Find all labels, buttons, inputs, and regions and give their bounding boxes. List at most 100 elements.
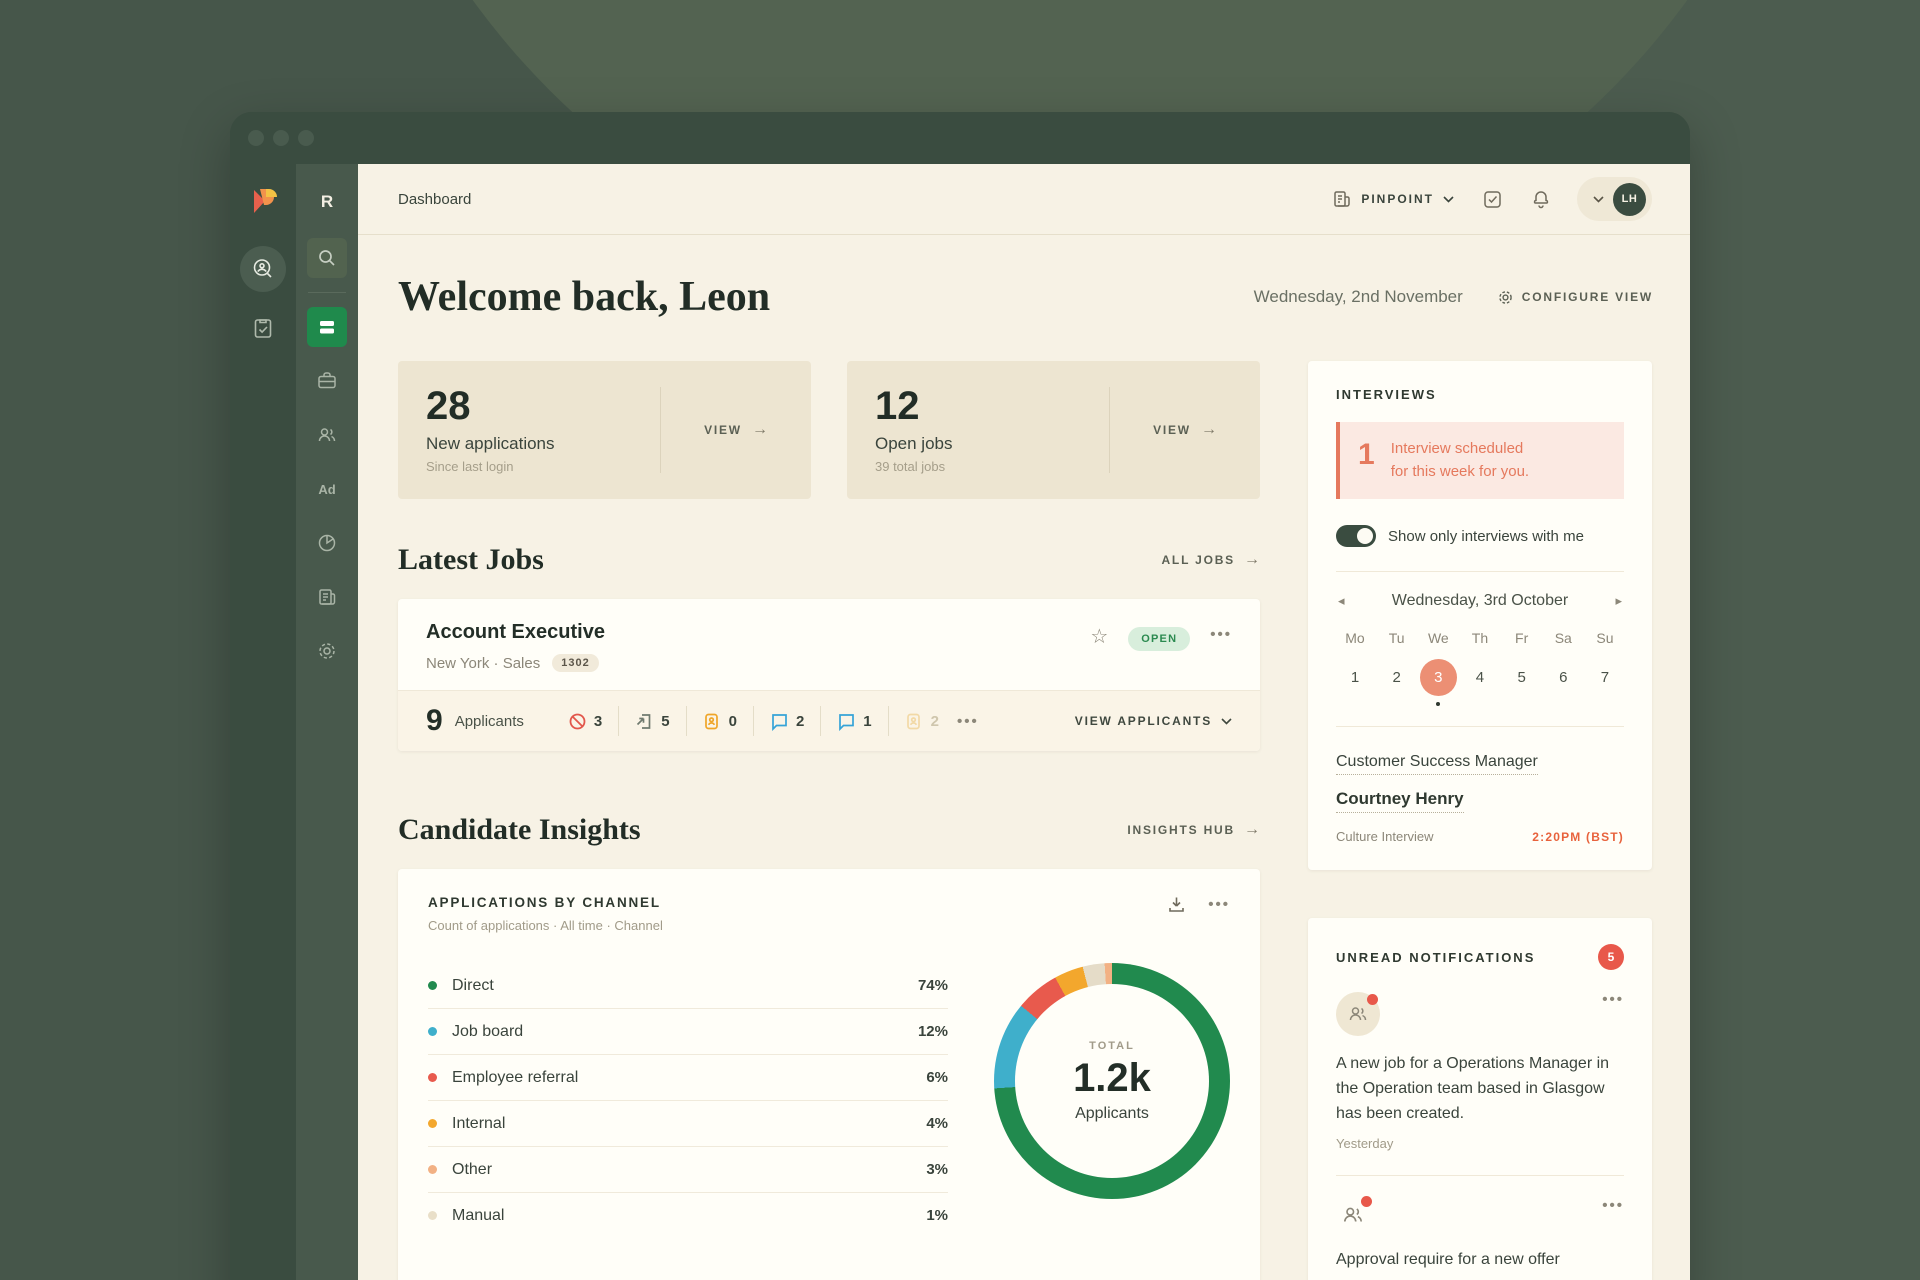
interviews-card: INTERVIEWS 1 Interview scheduled for thi… (1308, 361, 1652, 870)
notifications-count-badge: 5 (1598, 944, 1624, 970)
donut-center: TOTAL 1.2k Applicants (1015, 984, 1209, 1178)
calendar-day-4[interactable]: 4 (1475, 668, 1485, 686)
current-date: Wednesday, 2nd November (1253, 287, 1463, 306)
counters-more-button[interactable]: ••• (956, 712, 979, 730)
donut-chart: TOTAL 1.2k Applicants (994, 963, 1230, 1199)
sidebar-item-insights[interactable] (307, 523, 347, 563)
job-more-button[interactable]: ••• (1210, 626, 1232, 643)
legend-row: Other 3% (428, 1147, 948, 1193)
workspace-initial[interactable]: R (320, 192, 334, 211)
legend-value: 4% (926, 1115, 948, 1132)
notification-more-button[interactable]: ••• (1602, 991, 1624, 1008)
people-icon (1344, 1208, 1362, 1223)
legend-label: Job board (452, 1022, 524, 1040)
sidebar-item-jobs[interactable] (307, 361, 347, 401)
sidebar-item-candidates[interactable] (307, 415, 347, 455)
stat-card-open-jobs: 12 Open jobs 39 total jobs VIEW → (847, 361, 1260, 499)
notification-time: Yesterday (1336, 1136, 1394, 1152)
notification-avatar (1336, 992, 1380, 1036)
divider (820, 706, 822, 736)
sourced-icon (704, 713, 718, 729)
legend-row: Direct 74% (428, 963, 948, 1009)
user-menu[interactable]: LH (1577, 177, 1652, 221)
org-name: PINPOINT (1361, 192, 1434, 206)
calendar-day-7[interactable]: 7 (1600, 668, 1610, 686)
main-area: Dashboard PINPOINT (358, 164, 1690, 1280)
interview-alert: 1 Interview scheduled for this week for … (1336, 422, 1624, 499)
window-control-minimize[interactable] (273, 130, 289, 146)
notification-text[interactable]: Approval require for a new offer (1336, 1251, 1560, 1269)
all-jobs-button[interactable]: ALL JOBS → (1161, 551, 1260, 569)
org-switcher[interactable]: PINPOINT (1332, 189, 1454, 209)
interview-type: Culture Interview (1336, 829, 1434, 844)
people-icon (1349, 1007, 1367, 1021)
calendar-day-3-selected[interactable]: 3 (1419, 658, 1457, 706)
sidebar-item-reports[interactable] (307, 577, 347, 617)
candidate-search-icon[interactable] (240, 246, 286, 292)
job-card[interactable]: Account Executive New York · Sales 1302 … (398, 599, 1260, 751)
show-only-my-interviews-toggle[interactable] (1336, 525, 1376, 547)
applicants-count: 9 (426, 704, 443, 737)
divider (1109, 387, 1110, 473)
messages-counter[interactable]: 1 (837, 712, 872, 731)
counter-value: 3 (593, 712, 603, 730)
view-jobs-button[interactable]: VIEW → (1110, 421, 1260, 439)
legend-dot (428, 981, 437, 990)
notification-more-button[interactable]: ••• (1602, 1197, 1624, 1215)
comment-icon (772, 713, 787, 731)
blocked-counter[interactable]: 3 (568, 712, 602, 731)
calendar-prev-icon[interactable]: ◂ (1338, 593, 1345, 608)
window-titlebar (230, 112, 1690, 164)
calendar-next-icon[interactable]: ▸ (1615, 593, 1622, 608)
chevron-down-icon (1593, 195, 1604, 203)
stat-sublabel: 39 total jobs (875, 459, 946, 474)
notification-text[interactable]: A new job for a Operations Manager in th… (1336, 1055, 1610, 1122)
calendar-day-2[interactable]: 2 (1392, 668, 1401, 686)
sidebar-item-dashboard[interactable] (307, 307, 347, 347)
job-title[interactable]: Account Executive (426, 621, 605, 643)
calendar-day-1[interactable]: 1 (1350, 668, 1360, 686)
sidebar-item-ads[interactable]: Ad (307, 469, 347, 509)
chart-subtitle: Count of applications · All time · Chann… (428, 918, 663, 933)
clipboard-check-icon[interactable] (252, 316, 274, 340)
window-control-maximize[interactable] (298, 130, 314, 146)
archived-counter[interactable]: 2 (905, 712, 939, 731)
page-title: Welcome back, Leon (398, 274, 771, 320)
insights-hub-label: INSIGHTS HUB (1127, 823, 1235, 837)
arrow-right-icon: → (1244, 551, 1260, 568)
comments-counter[interactable]: 2 (770, 712, 804, 731)
legend-dot (428, 1073, 437, 1082)
divider (752, 706, 754, 736)
legend-label: Employee referral (452, 1068, 579, 1086)
download-icon[interactable] (1167, 895, 1186, 914)
tasks-icon[interactable] (1482, 189, 1503, 210)
sourced-counter[interactable]: 0 (703, 712, 737, 731)
notifications-bell-icon[interactable] (1531, 188, 1551, 210)
org-doc-icon (1334, 191, 1351, 207)
arrow-right-icon: → (1244, 821, 1260, 838)
configure-view-button[interactable]: CONFIGURE VIEW (1497, 289, 1653, 306)
pinpoint-logo-icon[interactable] (249, 186, 277, 216)
legend-label: Other (452, 1160, 493, 1178)
arrow-right-icon: → (751, 421, 768, 438)
search-icon[interactable] (307, 238, 347, 278)
favorite-star-icon[interactable]: ☆ (1090, 626, 1109, 648)
chevron-down-icon (1443, 195, 1454, 203)
moved-counter[interactable]: 5 (635, 712, 670, 731)
sidebar-item-settings[interactable] (307, 631, 347, 671)
notification-item[interactable]: ••• (1336, 992, 1624, 1036)
calendar-day-6[interactable]: 6 (1559, 668, 1568, 686)
view-label: VIEW (704, 423, 742, 437)
notification-item[interactable]: ••• (1336, 1196, 1624, 1232)
insights-hub-button[interactable]: INSIGHTS HUB → (1127, 821, 1260, 839)
view-applicants-button[interactable]: VIEW APPLICANTS (1075, 714, 1232, 728)
donut-total-unit: Applicants (1075, 1104, 1149, 1122)
candidate-insights-heading: Candidate Insights (398, 813, 641, 846)
interview-role-link[interactable]: Customer Success Manager (1336, 753, 1538, 775)
view-applications-button[interactable]: VIEW → (661, 421, 811, 439)
interview-candidate-link[interactable]: Courtney Henry (1336, 789, 1464, 813)
window-control-close[interactable] (248, 130, 264, 146)
calendar-day-5[interactable]: 5 (1517, 668, 1526, 686)
divider (887, 706, 889, 736)
chart-more-button[interactable]: ••• (1208, 896, 1230, 913)
